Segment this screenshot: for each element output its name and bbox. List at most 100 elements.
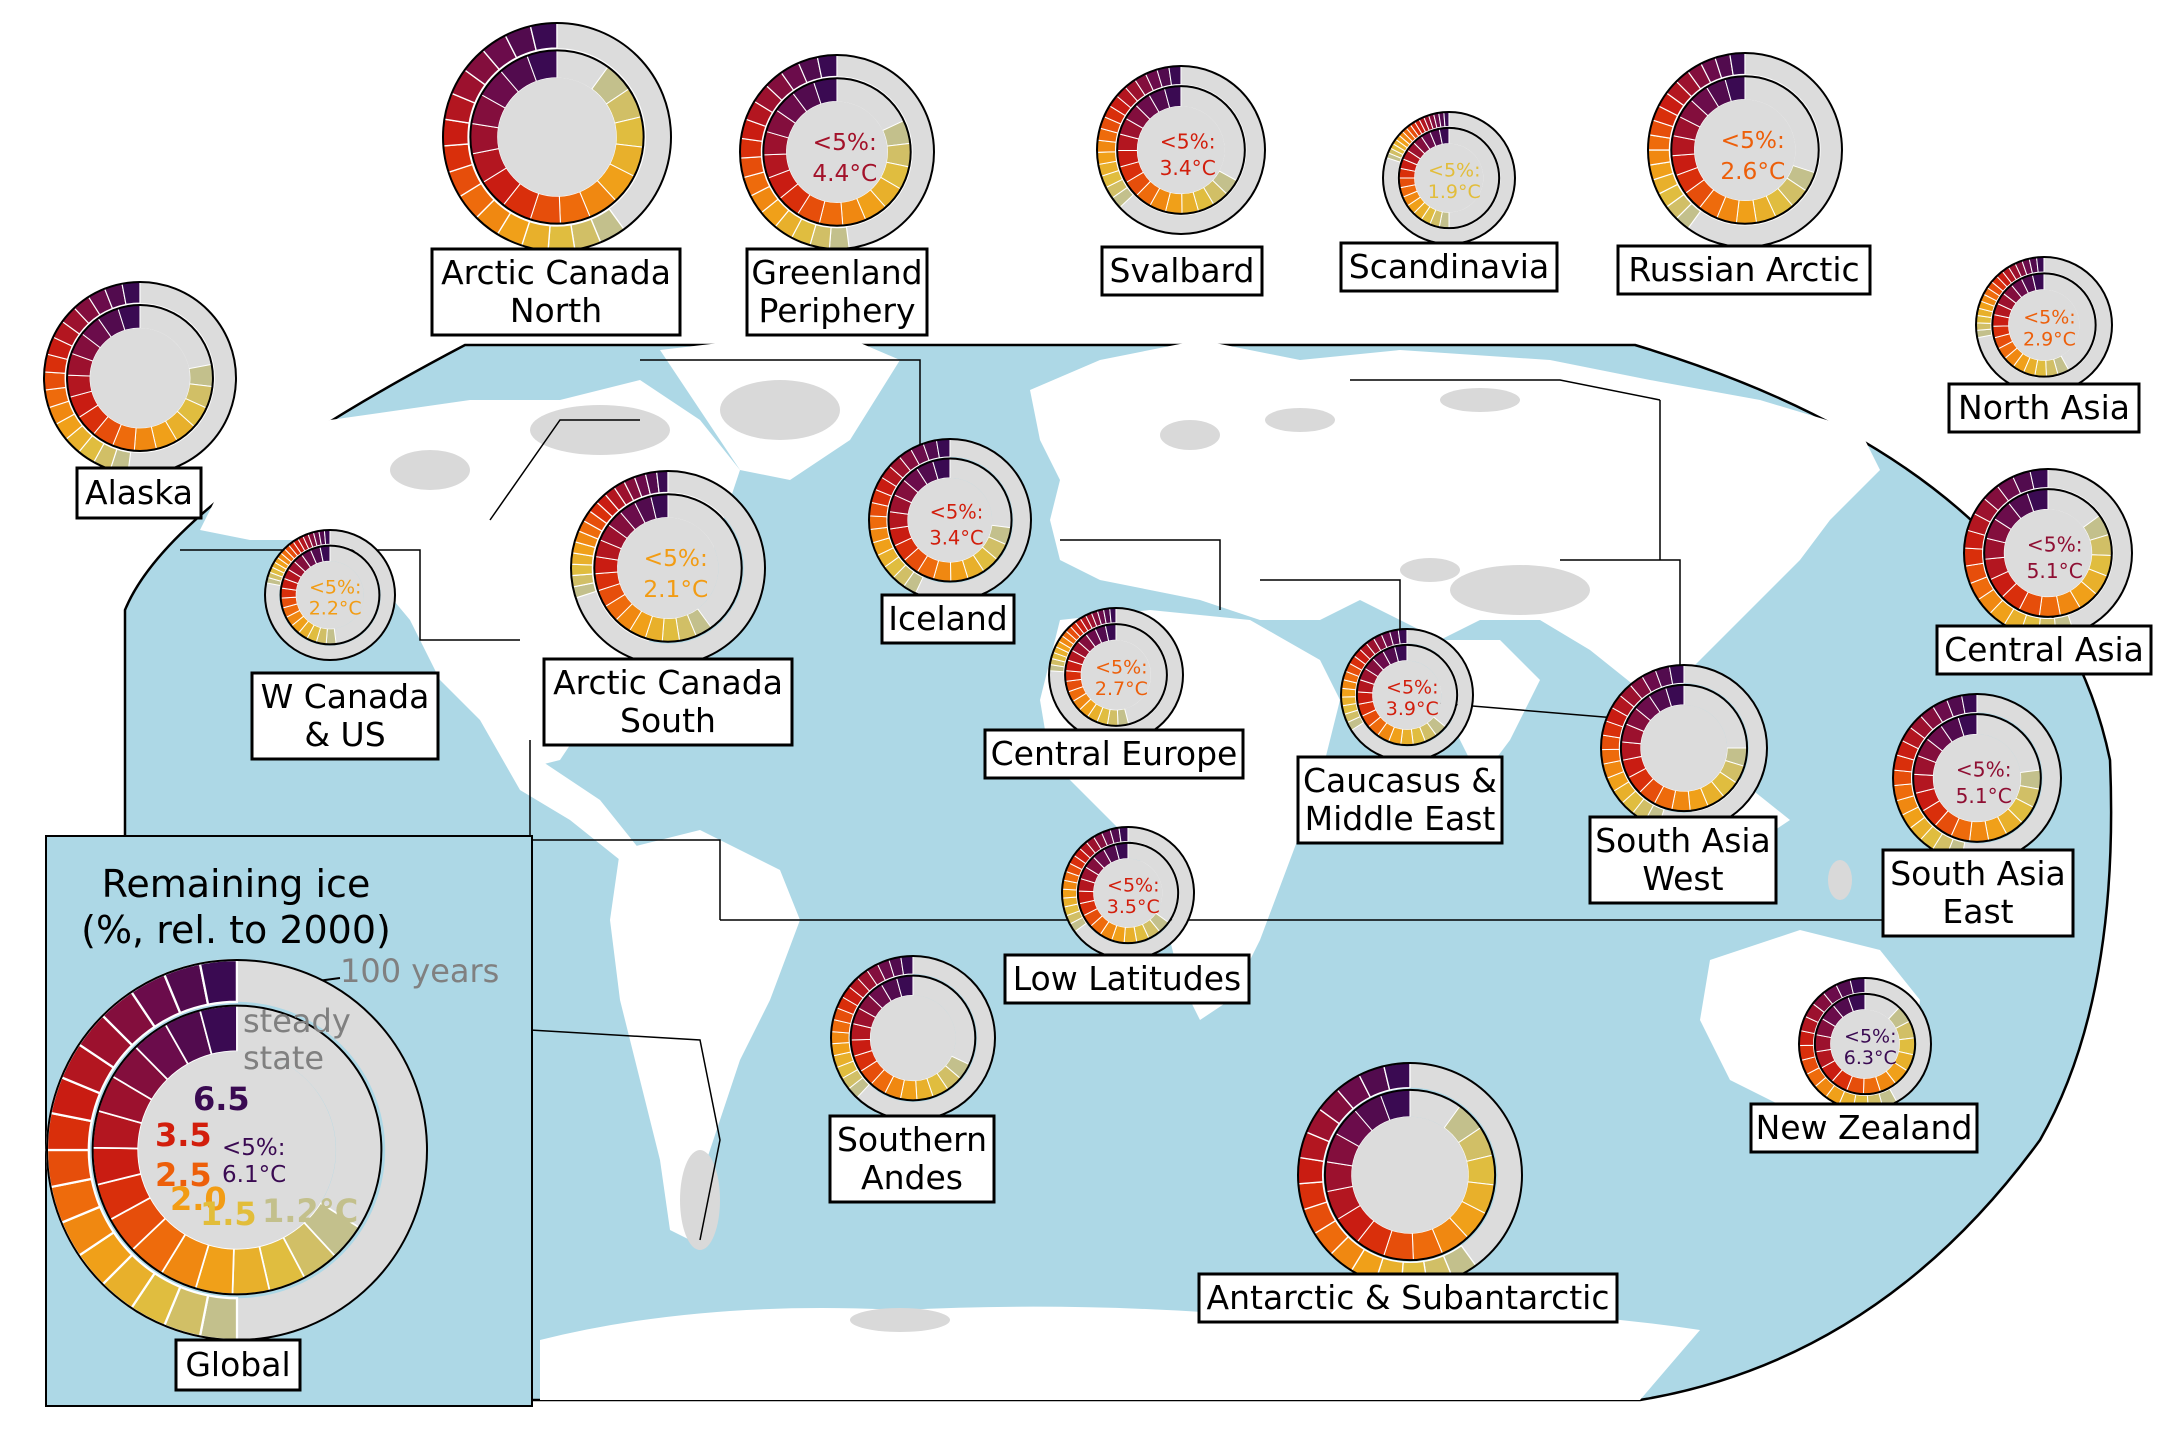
donut-central-europe-inner-outline [1064, 623, 1168, 727]
donut-south-asia-west-inner-segment [1620, 741, 1643, 761]
donut-new-zealand-center [1830, 1009, 1900, 1079]
donut-caucasus-middle-east-center [1372, 660, 1442, 730]
region-label-scandinavia: Scandinavia [1339, 241, 1559, 293]
donut-low-latitudes-center [1093, 858, 1163, 928]
region-threshold-south-asia-east-line2: 5.1°C [1956, 784, 2012, 808]
donut-caucasus-middle-east-inner-outline [1355, 643, 1459, 747]
donut-global-inner-outline [91, 1004, 383, 1296]
region-label-box [983, 728, 1245, 780]
region-name-southern-andes: Andes [861, 1158, 963, 1197]
donut-southern-andes-inner-outline [849, 974, 977, 1102]
legend-level-1-5: 1.5 [200, 1195, 257, 1233]
region-label-box [430, 247, 682, 337]
region-threshold-new-zealand-line1: <5%: [1844, 1026, 1896, 1048]
region-name-arctic-canada-south: South [620, 701, 716, 740]
donut-central-asia: <5%: 5.1°C [1963, 468, 2133, 638]
region-label-box [1339, 241, 1559, 293]
donut-central-asia-outer-segment [1963, 547, 1984, 567]
region-name-south-asia-east: East [1942, 892, 2013, 931]
region-threshold-scandinavia-line1: <5%: [1428, 160, 1480, 182]
donut-central-europe: <5%:2.7°C [1048, 607, 1184, 743]
donut-global-center [138, 1051, 336, 1249]
donut-scandinavia-inner-outline [1397, 126, 1501, 230]
donut-south-asia-west [1600, 664, 1768, 832]
region-name-antarctic-subantarctic: Antarctic & Subantarctic [1207, 1278, 1610, 1317]
donut-arctic-canada-south-outer-segment [655, 470, 669, 494]
donut-caucasus-middle-east: <5%:3.9°C [1340, 628, 1474, 762]
donut-greenland-periphery-inner-outline [762, 77, 912, 227]
region-label-global: Global [174, 1338, 302, 1392]
region-label-w-canada-us: W Canada& US [250, 671, 440, 761]
region-label-box [1947, 382, 2141, 434]
donut-low-latitudes-outer-segment [1118, 826, 1129, 843]
region-name-low-latitudes: Low Latitudes [1013, 959, 1242, 998]
legend-level-1-2: 1.2°C [262, 1192, 358, 1230]
region-label-low-latitudes: Low Latitudes [1003, 953, 1251, 1005]
region-label-box [880, 593, 1016, 645]
region-label-box [745, 247, 929, 337]
donut-svalbard-inner-outline [1116, 85, 1246, 215]
donut-south-asia-west-inner-outline [1619, 683, 1749, 813]
donut-arctic-canada-north-center [497, 77, 617, 197]
donut-greenland-periphery-outer-segment [828, 226, 850, 250]
region-threshold-south-asia-east-line1: <5%: [1956, 757, 2012, 781]
region-label-russian-arctic: Russian Arctic [1616, 244, 1872, 296]
donut-russian-arctic-inner-segment [1735, 199, 1758, 225]
donut-north-asia-outer-segment [1975, 322, 1992, 331]
region-threshold-iceland-line1: <5%: [930, 500, 984, 523]
donut-new-zealand-inner-outline [1813, 992, 1917, 1096]
donut-arctic-canada-south: <5%: 2.1°C [570, 470, 766, 666]
region-threshold-low-latitudes-line1: <5%: [1107, 875, 1159, 897]
legend-title-line1: Remaining ice [102, 862, 371, 906]
legend-title-line2: (%, rel. to 2000) [81, 908, 391, 952]
region-label-box [1588, 815, 1778, 905]
donut-new-zealand: <5%:6.3°C [1798, 977, 1932, 1111]
region-name-w-canada-us: W Canada [261, 677, 430, 716]
region-label-box [75, 466, 203, 520]
donut-iceland-center [907, 477, 993, 563]
donut-southern-andes-center [870, 995, 956, 1081]
donut-southern-andes [830, 955, 996, 1121]
donut-russian-arctic-inner-outline [1670, 75, 1820, 225]
donut-antarctic-subantarctic-inner-segment [1324, 1161, 1354, 1193]
region-name-svalbard: Svalbard [1110, 251, 1255, 290]
legend-level-2-0: 2.0 [170, 1180, 227, 1218]
region-threshold-russian-arctic-line2: 2.6°C [1720, 158, 1785, 185]
legend-level-6-5: 6.5 [193, 1080, 250, 1118]
donut-charts: <5%:4.4°C<5%:3.4°C <5%:1.9°C<5%:2.6°C<5%:… [43, 22, 2133, 1342]
donut-central-asia-inner-segment [2038, 595, 2062, 618]
region-name-southern-andes: Southern [837, 1120, 987, 1159]
donut-greenland-periphery-center [786, 101, 888, 203]
donut-south-asia-east: <5%: 5.1°C [1892, 693, 2062, 863]
legend-level-2-5: 2.5 [155, 1156, 212, 1194]
donut-low-latitudes: <5%:3.5°C [1061, 826, 1195, 960]
donut-arctic-canada-north [442, 22, 672, 252]
region-threshold-low-latitudes-line2: 3.5°C [1107, 896, 1160, 918]
glacier-areas [390, 380, 1852, 1332]
legend-steady-state-line1: steady [243, 1002, 351, 1040]
region-name-arctic-canada-south: Arctic Canada [553, 663, 783, 702]
donut-arctic-canada-north-inner-segment [469, 122, 500, 155]
region-label-box [828, 1114, 996, 1204]
donut-svalbard: <5%: 3.4°C [1096, 65, 1266, 235]
donut-alaska-inner-outline [66, 304, 214, 452]
donut-russian-arctic-center [1694, 99, 1796, 201]
donut-central-asia-inner-outline [1983, 488, 2113, 618]
region-name-north-asia: North Asia [1958, 388, 2130, 427]
donut-antarctic-subantarctic-inner-outline [1323, 1088, 1497, 1262]
donut-svalbard-outer-outline [1096, 65, 1266, 235]
region-label-box [1100, 245, 1264, 297]
region-threshold-new-zealand-line2: 6.3°C [1844, 1047, 1897, 1069]
donut-arctic-canada-north-inner-outline [469, 49, 645, 225]
region-label-box [1935, 624, 2153, 676]
donut-russian-arctic-outer-segment [1729, 52, 1746, 76]
region-threshold-w-canada-us-line2: 2.2°C [309, 598, 362, 620]
region-name-new-zealand: New Zealand [1756, 1108, 1973, 1147]
region-threshold-caucasus-middle-east-line1: <5%: [1386, 677, 1438, 699]
legend-level-3-5: 3.5 [155, 1116, 212, 1154]
